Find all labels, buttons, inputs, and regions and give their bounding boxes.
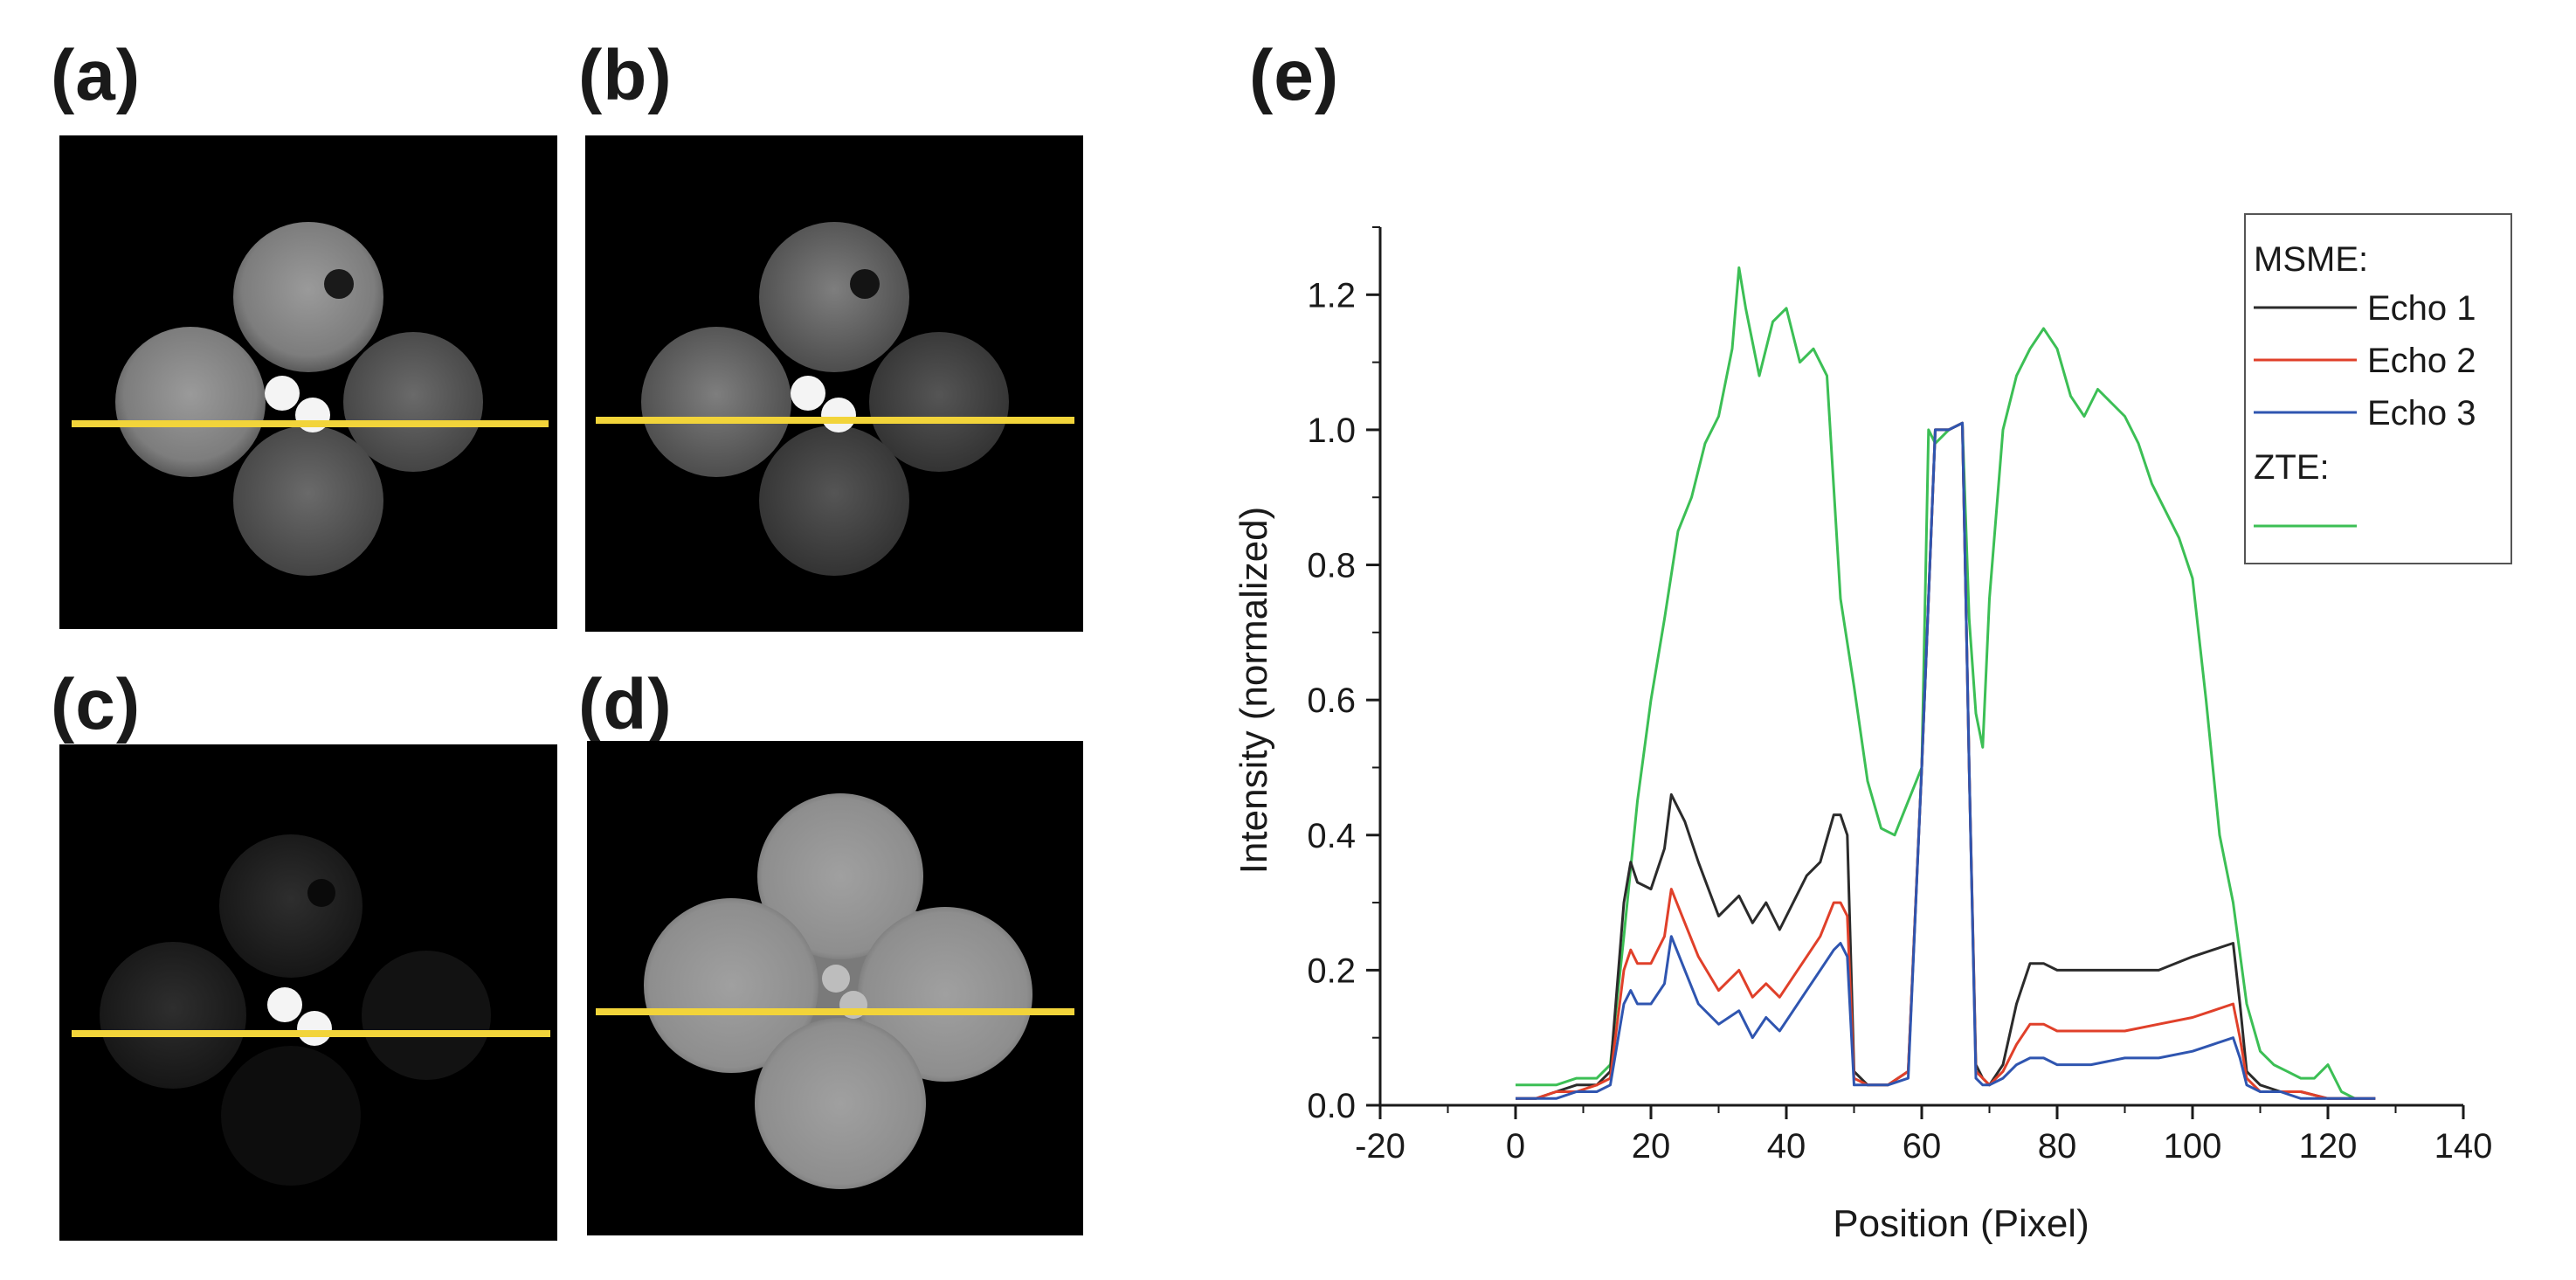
reference-vial-1 [791,376,825,411]
phantom-top [759,222,909,372]
phantom-right [343,332,483,472]
phantom-top [219,834,363,978]
panel-label-c: (c) [51,665,142,744]
x-tick-label: 140 [2434,1127,2493,1166]
reference-vial-1 [822,965,850,993]
panel-label-a: (a) [51,36,142,115]
series-line-echo3 [1516,421,2376,1100]
series-line-zte [1516,266,2356,1100]
legend-group-zte: ZTE: [2254,448,2330,487]
y-tick-label: 0.6 [1307,682,1356,720]
reference-vial-2 [297,1011,332,1046]
panel-label-e: (e) [1249,36,1340,115]
series-line-echo2 [1516,421,2376,1100]
panel-label-d: (d) [578,665,673,744]
x-tick-label: 60 [1903,1127,1942,1166]
phantom-bottom [755,1018,926,1189]
phantom-bottom [759,426,909,576]
phantom-top [757,793,923,959]
axes: -20 0 20 40 60 80 100 120 140 0.0 0.2 0.4 0.6 0.8 1.0 1… [1307,226,2493,1166]
phantom-top [233,222,383,372]
x-tick-label: -20 [1355,1127,1405,1166]
reference-vial-1 [267,987,302,1022]
phantom-bottom [221,1046,361,1186]
phantom-right [869,332,1009,472]
y-tick-label: 0.8 [1307,547,1356,585]
y-tick-label: 1.2 [1307,276,1356,315]
x-tick-label: 0 [1506,1127,1525,1166]
x-tick-label: 40 [1767,1127,1806,1166]
mri-image-a [59,135,557,629]
phantom-bottom [233,426,383,576]
reference-vial-1 [265,376,300,411]
intensity-profile-chart: -20 0 20 40 60 80 100 120 140 0.0 0.2 0.4 0.6 0.8 1.0 1… [1233,213,2512,1245]
y-tick-label: 0.4 [1307,817,1356,855]
legend-label-echo2: Echo 2 [2367,342,2476,380]
zte-image-d [587,741,1083,1235]
x-tick-label: 100 [2164,1127,2222,1166]
legend: MSME: Echo 1 Echo 2 Echo 3 ZTE: [2244,213,2512,564]
series-group [1516,266,2376,1100]
panel-label-b: (b) [578,36,673,115]
reference-vial-2 [821,398,856,432]
phantom-left [115,327,266,477]
legend-label-echo3: Echo 3 [2367,394,2476,432]
phantom-left [641,327,791,477]
legend-label-echo1: Echo 1 [2367,289,2476,328]
phantom-left [644,898,818,1073]
phantom-right [858,907,1032,1082]
phantom-left [100,942,246,1089]
y-axis-label: Intensity (normalized) [1233,507,1275,875]
y-tick-label: 0.2 [1307,951,1356,990]
x-tick-label: 80 [2038,1127,2077,1166]
mri-image-b [585,135,1083,632]
x-axis-label: Position (Pixel) [1833,1202,2089,1245]
x-tick-label: 120 [2299,1127,2358,1166]
legend-box [2244,213,2512,564]
x-tick-label: 20 [1632,1127,1671,1166]
y-tick-label: 1.0 [1307,412,1356,450]
legend-group-msme: MSME: [2254,240,2368,279]
y-tick-label: 0.0 [1307,1087,1356,1125]
phantom-right [362,951,491,1080]
mri-image-c [59,744,557,1241]
